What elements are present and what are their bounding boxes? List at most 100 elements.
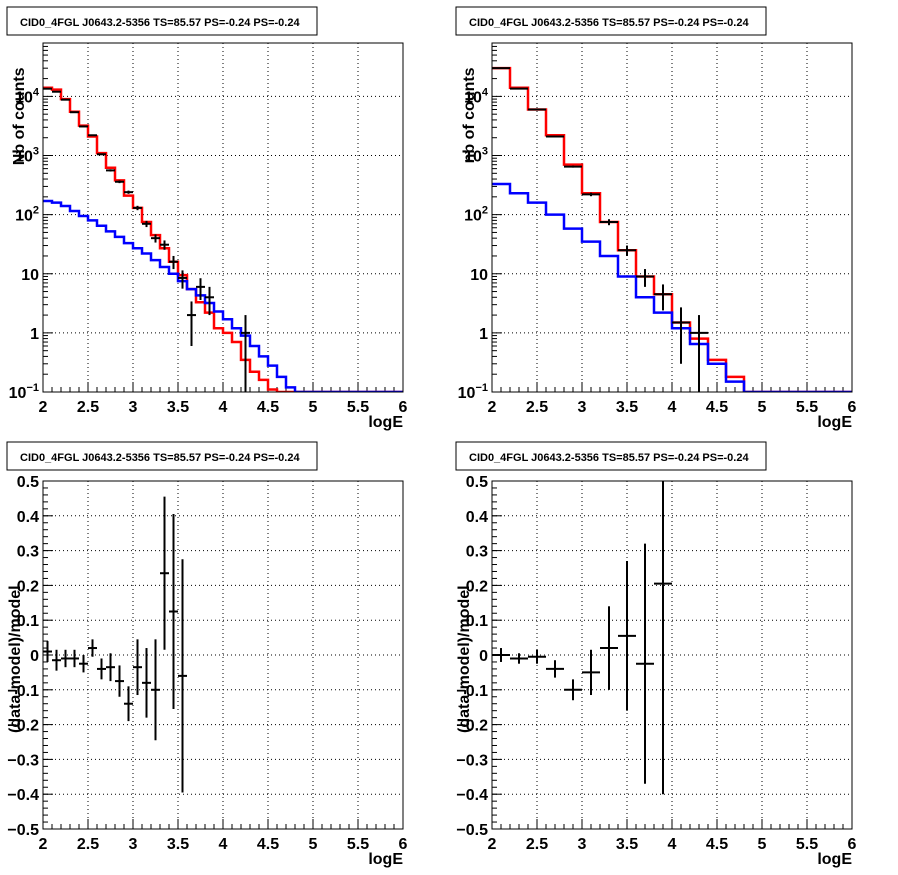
y-axis-title: (data-model)/model [7, 585, 24, 733]
x-tick-label: 5.5 [347, 836, 369, 853]
x-tick-label: 2 [488, 399, 497, 416]
grid [492, 481, 852, 829]
x-axis-title: logE [368, 414, 403, 431]
data-point [70, 111, 79, 114]
x-tick-label: 4 [668, 399, 677, 416]
y-tick-label: 0.2 [17, 578, 39, 595]
title-box [6, 6, 318, 36]
x-tick-label: 5.5 [796, 399, 818, 416]
x-tick-label: 4.5 [257, 836, 279, 853]
x-tick-label: 4.5 [257, 399, 279, 416]
x-tick-label: 4 [219, 399, 228, 416]
y-tick-label: 1 [479, 326, 488, 343]
data-point [79, 125, 88, 128]
grid [43, 481, 403, 829]
plot-frame [42, 42, 404, 393]
x-tick-label: 6 [399, 399, 408, 416]
data-point [151, 639, 160, 741]
data-point [151, 234, 160, 243]
data-point [196, 278, 205, 300]
chart-title: CID0_4FGL J0643.2-5356 TS=85.57 PS=-0.24… [20, 452, 300, 464]
x-tick-label: 4 [668, 836, 677, 853]
y-tick-label: 10 [470, 267, 488, 284]
data-point [654, 284, 672, 311]
y-tick-label: 0.2 [466, 578, 488, 595]
y-tick-label: −0.4 [456, 787, 488, 804]
data-point [52, 649, 61, 671]
y-tick-label: −0.3 [7, 752, 39, 769]
series-line-blue [43, 199, 403, 392]
x-tick-label: 6 [848, 399, 857, 416]
x-tick-label: 3 [578, 399, 587, 416]
y-tick-label: 1 [30, 326, 39, 343]
title-box [6, 441, 318, 471]
x-tick-label: 5 [309, 399, 318, 416]
y-tick-label: −0.2 [7, 718, 39, 735]
data-point [178, 559, 187, 793]
data-point [115, 665, 124, 697]
data-point [178, 270, 187, 289]
data-point [582, 649, 600, 696]
data-point [564, 679, 582, 701]
data-point [142, 648, 151, 718]
chart-title: CID0_4FGL J0643.2-5356 TS=85.57 PS=-0.24… [20, 17, 300, 29]
chart-title: CID0_4FGL J0643.2-5356 TS=85.57 PS=-0.24… [469, 17, 749, 29]
data-point [88, 134, 97, 137]
x-tick-label: 5.5 [796, 836, 818, 853]
title-box [455, 441, 767, 471]
plot-frame [491, 42, 853, 393]
data-point [160, 240, 169, 250]
plot-area [492, 481, 672, 795]
data-point [106, 653, 115, 682]
y-tick-label: 0 [479, 648, 488, 665]
data-point [564, 165, 582, 168]
data-point [97, 658, 106, 680]
y-tick-label: 0.1 [466, 613, 488, 630]
x-tick-label: 2.5 [526, 836, 548, 853]
y-tick-label: −0.2 [456, 718, 488, 735]
y-tick-label: 0.5 [466, 474, 488, 491]
data-point [600, 219, 618, 226]
y-tick-label: 10−1 [9, 382, 39, 402]
data-point [654, 481, 672, 795]
data-point [618, 245, 636, 256]
data-point [582, 192, 600, 197]
panel-bottom-left: CID0_4FGL J0643.2-5356 TS=85.57 PS=-0.24… [6, 441, 408, 868]
y-tick-label: 103 [464, 146, 488, 166]
data-point [133, 205, 142, 211]
data-point [88, 639, 97, 657]
data-point [546, 135, 564, 138]
data-point [618, 561, 636, 711]
x-tick-label: 2.5 [77, 399, 99, 416]
x-tick-label: 2.5 [526, 399, 548, 416]
y-tick-label: 102 [15, 205, 39, 225]
data-point [600, 606, 618, 690]
x-tick-label: 4 [219, 836, 228, 853]
grid [492, 43, 852, 392]
x-tick-label: 3.5 [616, 836, 638, 853]
data-point [546, 660, 564, 678]
y-tick-label: 0.3 [466, 544, 488, 561]
y-tick-label: 0.1 [17, 613, 39, 630]
x-tick-label: 3.5 [167, 399, 189, 416]
data-point [187, 301, 196, 346]
data-point [672, 307, 690, 364]
y-tick-label: −0.4 [7, 787, 39, 804]
data-point [70, 649, 79, 668]
x-axis-title: logE [817, 414, 852, 431]
x-tick-label: 6 [399, 836, 408, 853]
y-tick-label: 10−1 [458, 382, 488, 402]
y-tick-label: 0.3 [17, 544, 39, 561]
title-box [455, 6, 767, 36]
data-point [43, 641, 52, 662]
data-point [61, 649, 70, 668]
y-tick-label: 104 [464, 86, 489, 106]
data-point [115, 180, 124, 184]
data-point [510, 653, 528, 664]
data-point [169, 255, 178, 270]
data-point [636, 543, 654, 784]
data-point [528, 108, 546, 111]
y-tick-label: −0.5 [456, 822, 488, 839]
data-point [528, 649, 546, 664]
